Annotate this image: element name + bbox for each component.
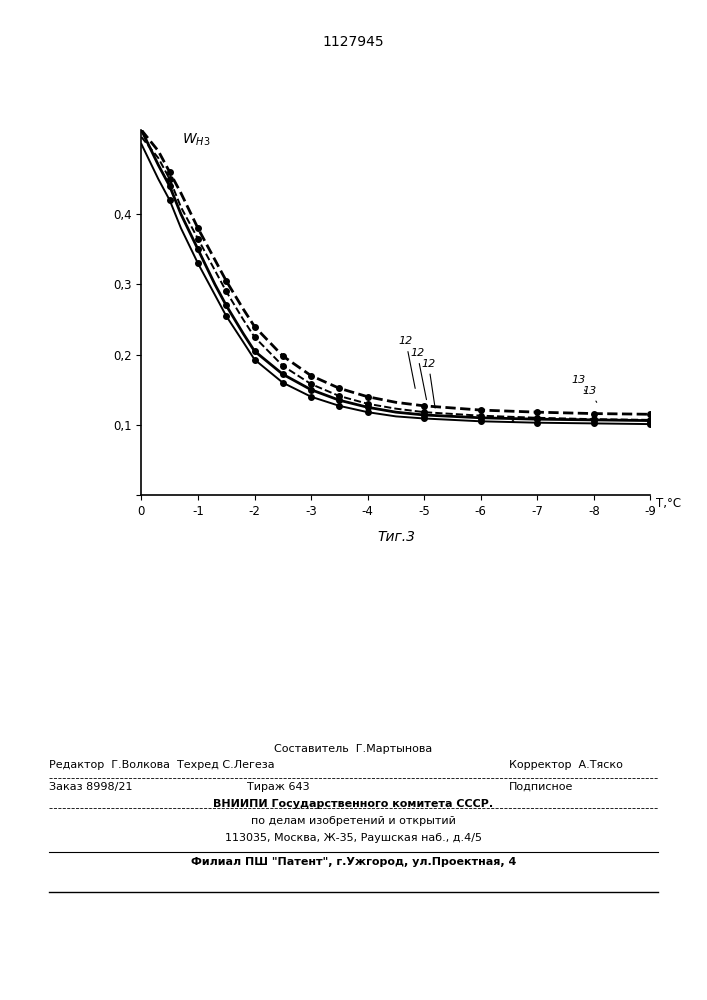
Text: Τиг.3: Τиг.3 <box>377 530 415 544</box>
Text: Заказ 8998/21: Заказ 8998/21 <box>49 782 133 792</box>
Text: по делам изобретений и открытий: по делам изобретений и открытий <box>251 816 456 826</box>
Text: 12: 12 <box>410 348 426 400</box>
Text: 13: 13 <box>583 386 597 402</box>
Text: •: • <box>509 417 515 427</box>
Text: 12: 12 <box>399 336 415 388</box>
Text: 12: 12 <box>421 359 436 408</box>
Text: Филиал ПШ "Патент", г.Ужгород, ул.Проектная, 4: Филиал ПШ "Патент", г.Ужгород, ул.Проект… <box>191 857 516 867</box>
Text: Редактор  Г.Волкова  Техред С.Легеза: Редактор Г.Волкова Техред С.Легеза <box>49 760 275 770</box>
Text: Тираж 643: Тираж 643 <box>247 782 310 792</box>
Text: Составитель  Г.Мартынова: Составитель Г.Мартынова <box>274 744 433 754</box>
Text: Корректор  А.Тяско: Корректор А.Тяско <box>509 760 623 770</box>
Text: Подписное: Подписное <box>509 782 573 792</box>
Text: 13: 13 <box>571 375 585 391</box>
Text: 113035, Москва, Ж-35, Раушская наб., д.4/5: 113035, Москва, Ж-35, Раушская наб., д.4… <box>225 833 482 843</box>
Text: ВНИИПИ Государственного комитета СССР.: ВНИИПИ Государственного комитета СССР. <box>214 799 493 809</box>
Text: $W_{H3}$: $W_{H3}$ <box>182 132 211 148</box>
Text: 1127945: 1127945 <box>322 35 385 49</box>
Text: T,°C: T,°C <box>655 497 681 510</box>
